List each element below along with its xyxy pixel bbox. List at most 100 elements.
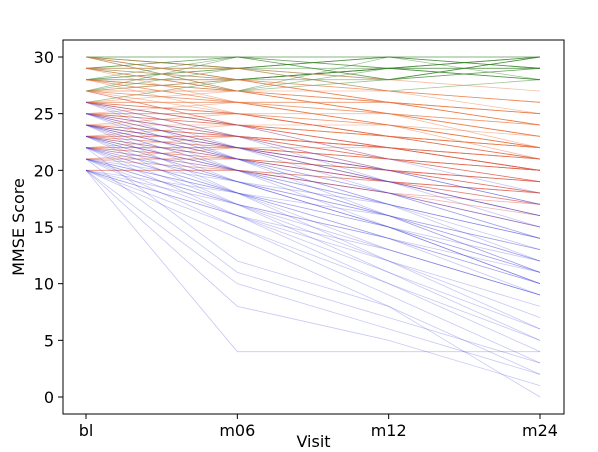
trajectory-line-orange-8 [85, 101, 541, 171]
trajectory-line-blue-26 [85, 170, 541, 387]
trajectory-line-blue-22 [85, 147, 541, 353]
trajectory-line-blue-19 [85, 113, 541, 285]
trajectory-line-blue-45 [85, 158, 541, 285]
y-tick-label: 15 [34, 218, 54, 237]
trajectory-line-blue-40 [85, 101, 541, 228]
trajectory-line-orange-5 [85, 113, 541, 149]
y-tick-label: 20 [34, 161, 54, 180]
trajectory-line-blue-29 [85, 158, 541, 364]
trajectory-line-blue-3 [85, 158, 541, 296]
trajectory-line-blue-0 [85, 124, 541, 262]
trajectory-line-blue-11 [85, 101, 541, 239]
trajectory-line-orange-12 [85, 56, 541, 115]
trajectory-line-blue-48 [85, 113, 541, 205]
trajectory-line-blue-39 [85, 158, 541, 296]
trajectory-line-green-13 [85, 56, 541, 92]
trajectory-line-blue-1 [85, 135, 541, 273]
x-axis-ticks: bl m06 m12 m24 [79, 414, 558, 440]
trajectory-line-orange-18 [85, 79, 541, 160]
trajectory-line-orange-48 [85, 56, 541, 115]
trajectory-line-red-6 [85, 135, 541, 194]
trajectory-line-orange-49 [85, 79, 541, 126]
trajectory-line-orange-29 [85, 113, 541, 149]
trajectory-line-blue-38 [85, 147, 541, 273]
trajectory-line-orange-42 [86, 158, 541, 194]
trajectory-line-blue-34 [85, 169, 541, 251]
trajectory-line-red-3 [85, 101, 541, 194]
trajectory-line-green-16 [85, 56, 541, 92]
trajectory-line-green-7 [86, 56, 541, 81]
trajectory-line-orange-30 [86, 147, 541, 171]
trajectory-line-orange-24 [86, 79, 541, 115]
trajectory-line-blue-14 [85, 135, 541, 239]
trajectory-line-orange-1 [85, 67, 541, 137]
trajectory-line-blue-6 [85, 124, 541, 285]
trajectory-line-orange-9 [85, 113, 541, 171]
trajectory-line-blue-35 [85, 113, 541, 205]
trajectory-line-orange-17 [85, 135, 541, 183]
trajectory-line-green-10 [85, 56, 541, 81]
trajectory-line-orange-4 [85, 101, 541, 160]
x-axis-label: Visit [296, 432, 330, 451]
y-tick-label: 0 [44, 388, 54, 407]
trajectory-line-blue-30 [85, 124, 541, 205]
trajectory-line-red-9 [85, 147, 541, 205]
trajectory-line-blue-4 [85, 169, 541, 307]
trajectory-line-blue-47 [85, 101, 541, 194]
trajectory-line-green-4 [85, 67, 540, 81]
trajectory-line-orange-27 [86, 135, 541, 171]
trajectory-line-blue-49 [85, 124, 541, 217]
trajectory-line-orange-43 [86, 169, 541, 194]
trajectory-line-green-11 [85, 56, 541, 81]
trajectory-line-blue-46 [85, 169, 541, 296]
trajectory-line-orange-36 [86, 113, 541, 149]
x-tick-label: m06 [219, 421, 255, 440]
trajectory-line-green-12 [85, 67, 541, 92]
y-axis-label: MMSE Score [9, 178, 28, 276]
trajectory-line-blue-16 [85, 158, 541, 262]
trajectory-line-green-19 [85, 56, 541, 92]
y-tick-label: 10 [34, 275, 54, 294]
trajectory-line-orange-6 [85, 90, 541, 160]
trajectory-line-blue-31 [85, 135, 541, 217]
trajectory-line-blue-25 [85, 170, 541, 375]
trajectory-line-blue-2 [85, 147, 541, 285]
trajectory-line-blue-5 [85, 113, 541, 251]
y-tick-label: 25 [34, 105, 54, 124]
x-tick-label: m24 [522, 421, 558, 440]
trajectory-line-red-1 [85, 124, 541, 217]
trajectory-line-orange-38 [85, 79, 541, 126]
trajectory-line-green-17 [85, 67, 541, 92]
trajectory-line-red-15 [85, 113, 541, 171]
trajectory-line-red-13 [85, 124, 541, 171]
trajectory-line-blue-28 [85, 147, 541, 398]
trajectory-line-orange-3 [85, 90, 541, 149]
trajectory-line-red-12 [85, 135, 541, 183]
trajectory-line-green-18 [85, 56, 541, 92]
trajectory-line-blue-8 [85, 147, 541, 319]
trajectory-line-orange-34 [85, 124, 541, 160]
trajectory-line-blue-13 [85, 124, 541, 228]
trajectory-line-blue-41 [85, 113, 541, 239]
trajectory-line-blue-10 [85, 169, 541, 341]
trajectory-line-orange-47 [85, 67, 541, 115]
y-tick-label: 30 [34, 48, 54, 67]
trajectory-line-orange-22 [85, 101, 541, 149]
trajectory-line-blue-44 [85, 147, 541, 285]
trajectory-line-orange-2 [85, 79, 541, 149]
trajectory-line-orange-33 [85, 101, 541, 149]
x-tick-label: m12 [371, 421, 407, 440]
y-axis-ticks: 0 5 10 15 20 25 30 [34, 48, 63, 407]
trajectory-line-blue-36 [85, 124, 541, 239]
trajectory-line-red-10 [85, 90, 541, 183]
trajectory-line-blue-42 [85, 124, 541, 262]
trajectory-line-orange-11 [85, 67, 541, 149]
trajectory-line-blue-18 [85, 101, 541, 273]
trajectory-line-green-3 [85, 56, 540, 81]
trajectory-line-orange-35 [86, 90, 541, 137]
trajectory-line-orange-20 [85, 67, 541, 103]
trajectory-line-blue-32 [85, 147, 541, 228]
trajectory-line-red-8 [85, 158, 541, 194]
trajectory-line-green-1 [85, 56, 541, 69]
trajectory-line-blue-33 [85, 158, 541, 239]
